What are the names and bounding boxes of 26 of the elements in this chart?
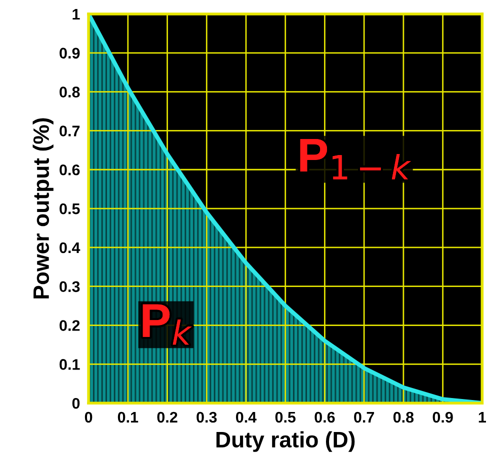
x-tick-label: 0.9 xyxy=(432,412,453,423)
x-tick-label: 0.6 xyxy=(314,412,335,423)
annotation: P$_{k}$ xyxy=(142,304,192,345)
y-tick-label: 0.3 xyxy=(60,281,80,292)
x-tick-label: 1 xyxy=(478,412,486,422)
x-tick-label: 0.4 xyxy=(236,412,257,423)
annotation: P$_{1−k}$ xyxy=(300,138,411,180)
y-tick-label: 0.7 xyxy=(60,126,80,136)
x-tick-label: 0 xyxy=(84,412,92,423)
y-tick-label: 0.8 xyxy=(60,86,80,98)
y-tick-label: 1 xyxy=(72,9,80,20)
x-tick-label: 0.5 xyxy=(275,412,296,423)
x-tick-label: 0.3 xyxy=(196,412,217,423)
y-tick-label: 0 xyxy=(72,398,80,409)
x-tick-label: 0.2 xyxy=(157,412,178,423)
x-tick-label: 0.7 xyxy=(354,412,374,423)
y-tick-label: 0.4 xyxy=(60,242,80,254)
y-tick-label: 0.5 xyxy=(60,203,80,214)
x-axis-title: Duty ratio (D) xyxy=(216,431,355,452)
y-tick-label: 0.6 xyxy=(60,164,80,176)
y-tick-label: 0.9 xyxy=(60,48,80,59)
x-tick-label: 0.1 xyxy=(118,412,138,423)
y-tick-label: 0.1 xyxy=(60,359,80,370)
y-axis-title: Power output (%) xyxy=(32,118,54,298)
y-tick-label: 0.2 xyxy=(60,320,80,331)
x-tick-label: 0.8 xyxy=(393,412,414,423)
